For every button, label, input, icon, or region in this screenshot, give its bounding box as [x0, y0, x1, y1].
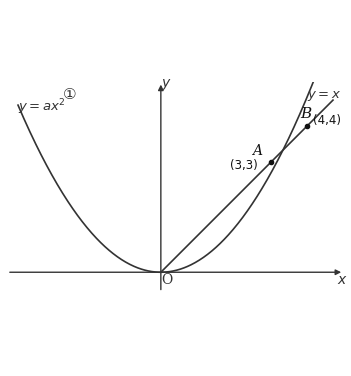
Text: $y$: $y$ [161, 77, 172, 92]
Text: $y = ax^2$: $y = ax^2$ [18, 98, 66, 117]
Text: A: A [252, 144, 262, 158]
Text: B: B [300, 107, 311, 121]
Text: (4,4): (4,4) [313, 114, 342, 127]
Text: O: O [161, 273, 173, 287]
Text: $x$: $x$ [337, 273, 347, 287]
Text: (3,3): (3,3) [231, 159, 258, 172]
Text: $y = x$: $y = x$ [307, 89, 342, 103]
Text: ①: ① [62, 87, 76, 102]
